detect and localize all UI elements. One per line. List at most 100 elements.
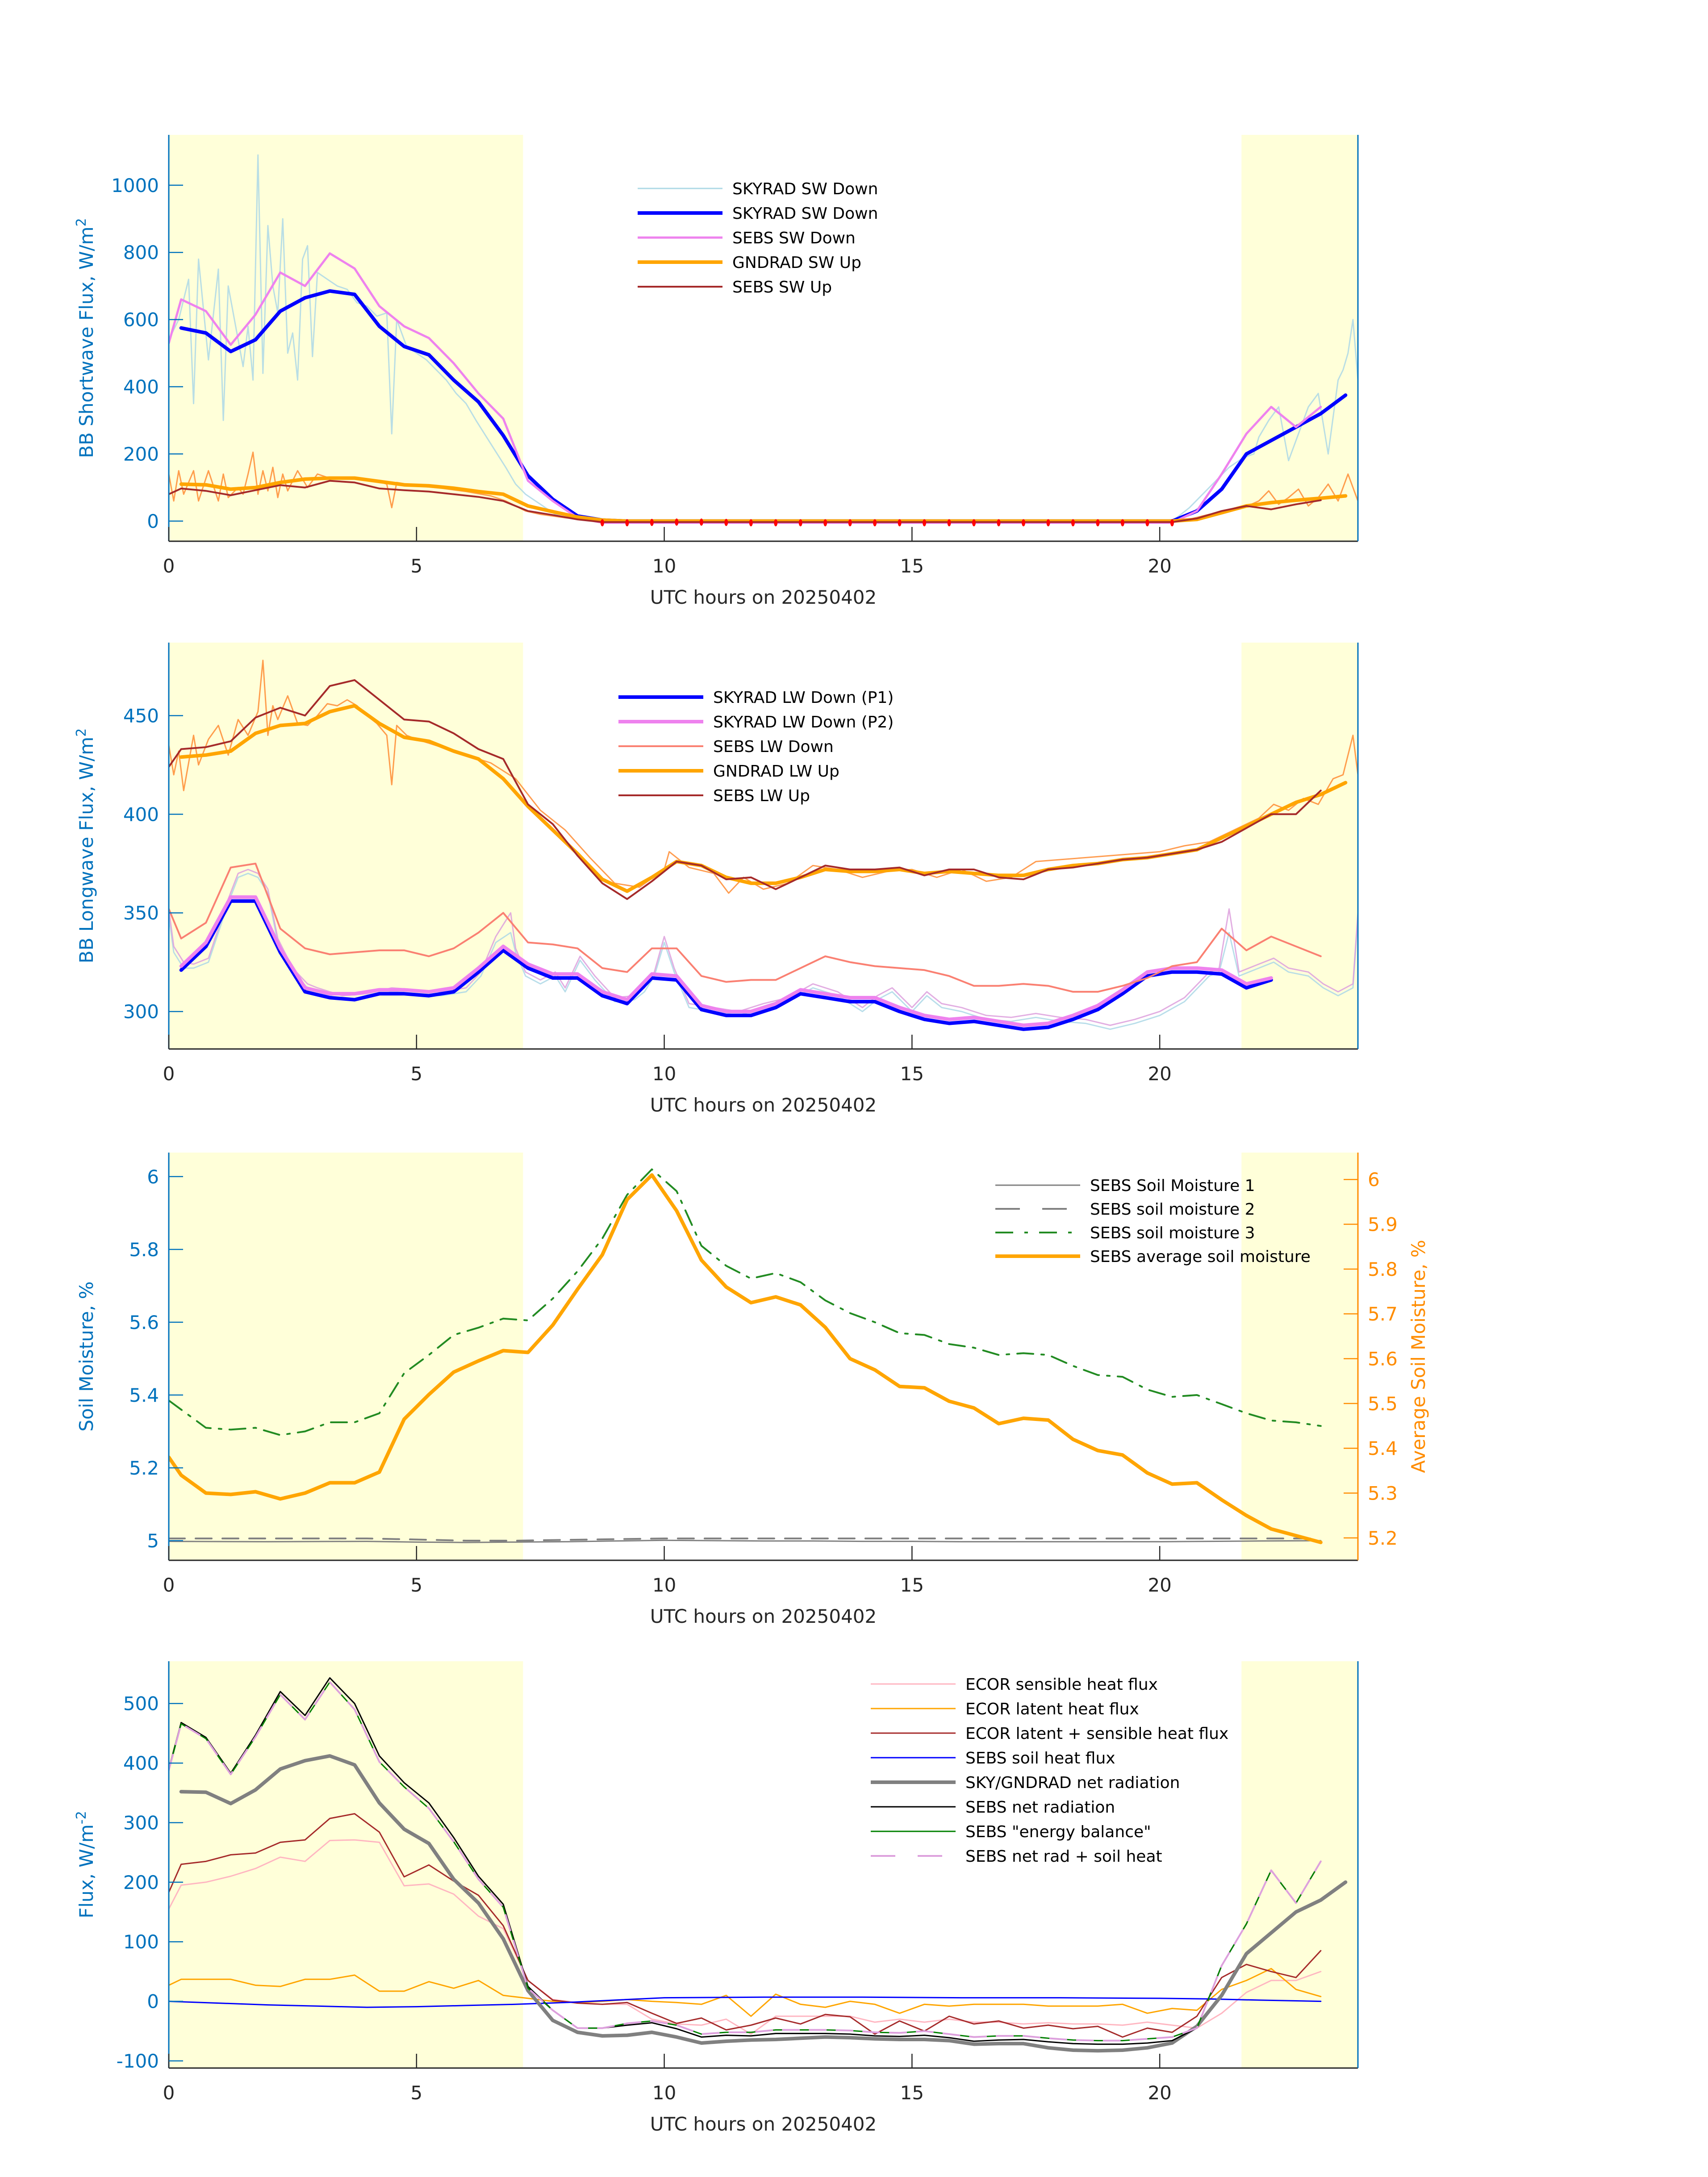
x-tick-label: 0 <box>163 1063 175 1085</box>
y-right-tick-label: 5.9 <box>1368 1214 1398 1236</box>
x-axis-label: UTC hours on 20250402 <box>650 586 877 608</box>
y-right-tick-label: 5.4 <box>1368 1437 1398 1459</box>
y-right-tick-label: 5.7 <box>1368 1303 1398 1325</box>
y-right-tick-label: 5.5 <box>1368 1393 1398 1415</box>
legend-label: SEBS average soil moisture <box>1090 1248 1311 1266</box>
shaded-region-0 <box>169 135 523 541</box>
series-line-lw-4 <box>179 895 1273 1027</box>
series-line-soil-1 <box>169 1538 1322 1542</box>
legend-label: ECOR latent + sensible heat flux <box>965 1725 1228 1743</box>
x-tick-label: 15 <box>900 1063 924 1085</box>
series-line-flux-2 <box>169 1813 1322 2038</box>
series-line-sw-5 <box>169 480 1322 523</box>
y-right-tick-label: 5.8 <box>1368 1258 1398 1280</box>
marker-point <box>997 519 1001 526</box>
x-tick-label: 10 <box>652 2082 676 2104</box>
x-tick-label: 15 <box>900 1574 924 1596</box>
x-tick-label: 10 <box>652 555 676 577</box>
shaded-region-1 <box>1241 643 1358 1049</box>
series-line-soil-3 <box>169 1173 1323 1544</box>
marker-point <box>898 519 902 526</box>
x-axis-label: UTC hours on 20250402 <box>650 1094 877 1116</box>
legend-label: SKYRAD LW Down (P1) <box>713 689 894 707</box>
y-tick-label: 0 <box>147 1991 159 2013</box>
legend-label: SEBS net radiation <box>965 1798 1115 1817</box>
y-tick-label: 400 <box>123 803 159 825</box>
legend-label: SEBS Soil Moisture 1 <box>1090 1177 1255 1195</box>
series-line-sw-2 <box>169 252 1322 524</box>
y-tick-label: 200 <box>123 1872 159 1893</box>
shaded-region-1 <box>1241 1661 1358 2068</box>
marker-point <box>1096 519 1100 526</box>
series-line-soil-0 <box>169 1539 1322 1543</box>
shaded-region-1 <box>1241 1153 1358 1560</box>
legend-label: SKYRAD LW Down (P2) <box>713 713 894 731</box>
series-line-soil-2 <box>169 1168 1322 1436</box>
marker-point <box>1170 519 1174 526</box>
y-axis-label: Flux, W/m-2 <box>74 1811 97 1918</box>
y-tick-label: 300 <box>123 1001 159 1023</box>
x-tick-label: 20 <box>1148 1574 1171 1596</box>
y-right-tick-label: 5.6 <box>1368 1348 1398 1370</box>
y-tick-label: 450 <box>123 705 159 727</box>
legend-label: SEBS "energy balance" <box>965 1823 1151 1841</box>
plot-area <box>169 660 1358 1031</box>
legend: SEBS Soil Moisture 1 SEBS soil moisture 2… <box>995 1177 1311 1266</box>
y-tick-label: 5.6 <box>129 1312 159 1333</box>
x-tick-label: 20 <box>1148 555 1171 577</box>
y-tick-label: 350 <box>123 902 159 924</box>
plot-area <box>169 1677 1348 2053</box>
y-tick-label: 300 <box>123 1812 159 1834</box>
legend-label: SEBS soil heat flux <box>965 1749 1115 1768</box>
marker-point <box>798 519 802 526</box>
marker-point <box>724 518 728 526</box>
x-tick-label: 5 <box>410 555 422 577</box>
legend-label: SKYRAD SW Down <box>732 205 878 223</box>
y-axis-label: Soil Moisture, % <box>75 1281 97 1431</box>
marker-point <box>600 519 604 526</box>
marker-point <box>699 518 703 526</box>
series-line-flux-5 <box>169 1677 1322 2045</box>
y-tick-label: 600 <box>123 309 159 331</box>
y-tick-label: 5.2 <box>129 1457 159 1479</box>
marker-point <box>873 519 877 526</box>
series-line-lw-0 <box>169 660 1358 894</box>
legend-label: SEBS SW Up <box>732 278 832 297</box>
y-axis-label: BB Shortwave Flux, W/m2 <box>74 218 97 458</box>
x-axis-label: UTC hours on 20250402 <box>650 1605 877 1627</box>
y-tick-label: 5.4 <box>129 1384 159 1406</box>
series-line-flux-3 <box>169 1996 1322 2008</box>
y-right-tick-label: 6 <box>1368 1169 1380 1191</box>
series-line-flux-7 <box>169 1681 1322 2042</box>
marker-point <box>749 519 753 526</box>
x-tick-label: 5 <box>410 1574 422 1596</box>
marker-point <box>848 519 852 526</box>
marker-point <box>1046 519 1050 526</box>
panel-soil-moisture: 0 5 10 15 2055.25.45.65.865.25.35.45.55.65.7… <box>75 1153 1429 1627</box>
shaded-region-0 <box>169 1661 523 2068</box>
x-tick-label: 15 <box>900 2082 924 2104</box>
marker-point <box>1145 519 1149 526</box>
legend: SKYRAD SW Down SKYRAD SW Down SEBS SW Down… <box>638 180 878 297</box>
marker-point <box>1120 519 1124 526</box>
y-right-tick-label: 5.3 <box>1368 1483 1398 1504</box>
series-line-flux-0 <box>169 1839 1322 2035</box>
plot-area <box>169 154 1358 526</box>
legend-label: GNDRAD LW Up <box>713 762 839 781</box>
marker-point <box>972 519 976 526</box>
series-line-flux-4 <box>179 1754 1348 2053</box>
x-tick-label: 0 <box>163 1574 175 1596</box>
series-line-flux-1 <box>169 1968 1322 2017</box>
marker-point <box>947 519 951 526</box>
series-line-sw-1 <box>179 289 1348 523</box>
y-tick-label: -100 <box>117 2050 159 2072</box>
legend-label: SEBS soil moisture 2 <box>1090 1200 1255 1219</box>
legend-label: SEBS LW Up <box>713 787 810 805</box>
marker-point <box>1071 519 1075 526</box>
marker-point <box>625 519 629 526</box>
legend-label: SKY/GNDRAD net radiation <box>965 1774 1180 1792</box>
plot-area <box>169 1168 1323 1544</box>
x-tick-label: 10 <box>652 1063 676 1085</box>
x-tick-label: 15 <box>900 555 924 577</box>
